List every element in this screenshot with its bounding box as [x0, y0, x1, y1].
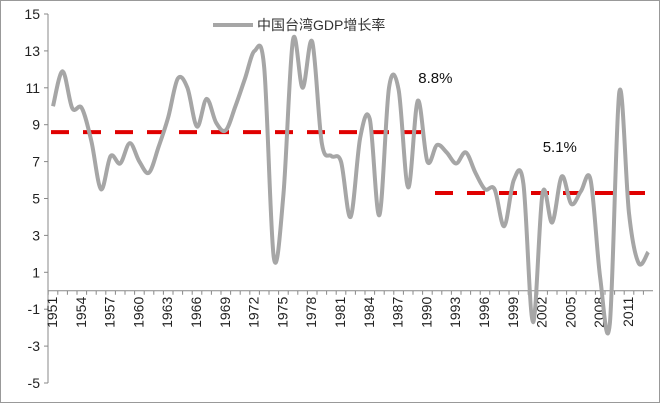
x-tick-label: 1990 [418, 297, 434, 328]
x-tick-label: 1951 [44, 297, 60, 328]
average-label: 5.1% [543, 139, 577, 156]
x-tick-label: 1954 [73, 297, 89, 328]
x-tick-label: 1993 [447, 297, 463, 328]
x-tick-label: 1999 [505, 297, 521, 328]
gdp-growth-line [53, 37, 648, 334]
y-tick-label: 7 [32, 154, 40, 170]
y-tick-label: 1 [32, 264, 40, 280]
x-tick-label: 2005 [562, 297, 578, 328]
x-tick-label: 2011 [620, 297, 636, 327]
x-tick-label: 1969 [217, 297, 233, 328]
y-axis: 15 13 11 9 7 5 3 1 -1 -3 -5 [24, 6, 48, 391]
x-tick-label: 1984 [361, 297, 377, 328]
x-axis: 1951 1954 1957 1960 1963 1966 1969 1972 1975 1978… [44, 291, 653, 328]
legend: 中国台湾GDP增长率 [213, 17, 385, 33]
x-tick-label: 1996 [476, 297, 492, 328]
x-tick-label: 1966 [188, 297, 204, 328]
y-tick-label: 11 [25, 80, 40, 96]
y-tick-label: 3 [32, 227, 40, 243]
legend-label: 中国台湾GDP增长率 [257, 17, 385, 33]
y-tick-label: -5 [28, 375, 41, 391]
y-tick-label: -3 [28, 338, 41, 354]
x-tick-label: 1975 [274, 297, 290, 328]
y-tick-label: 13 [24, 43, 40, 59]
x-tick-label: 1978 [303, 297, 319, 328]
y-tick-label: 5 [32, 191, 40, 207]
x-tick-label: 1957 [102, 297, 118, 328]
series-group [53, 37, 648, 334]
x-tick-label: 1960 [130, 297, 146, 328]
y-tick-label: 15 [24, 6, 40, 22]
x-tick-label: 1972 [246, 297, 262, 328]
x-tick-label: 1981 [332, 297, 348, 328]
y-tick-label: 9 [32, 117, 40, 133]
x-tick-label: 1963 [159, 297, 175, 328]
y-tick-label: -1 [28, 301, 41, 317]
x-tick-label: 1987 [390, 297, 406, 328]
average-label: 8.8% [418, 70, 452, 87]
